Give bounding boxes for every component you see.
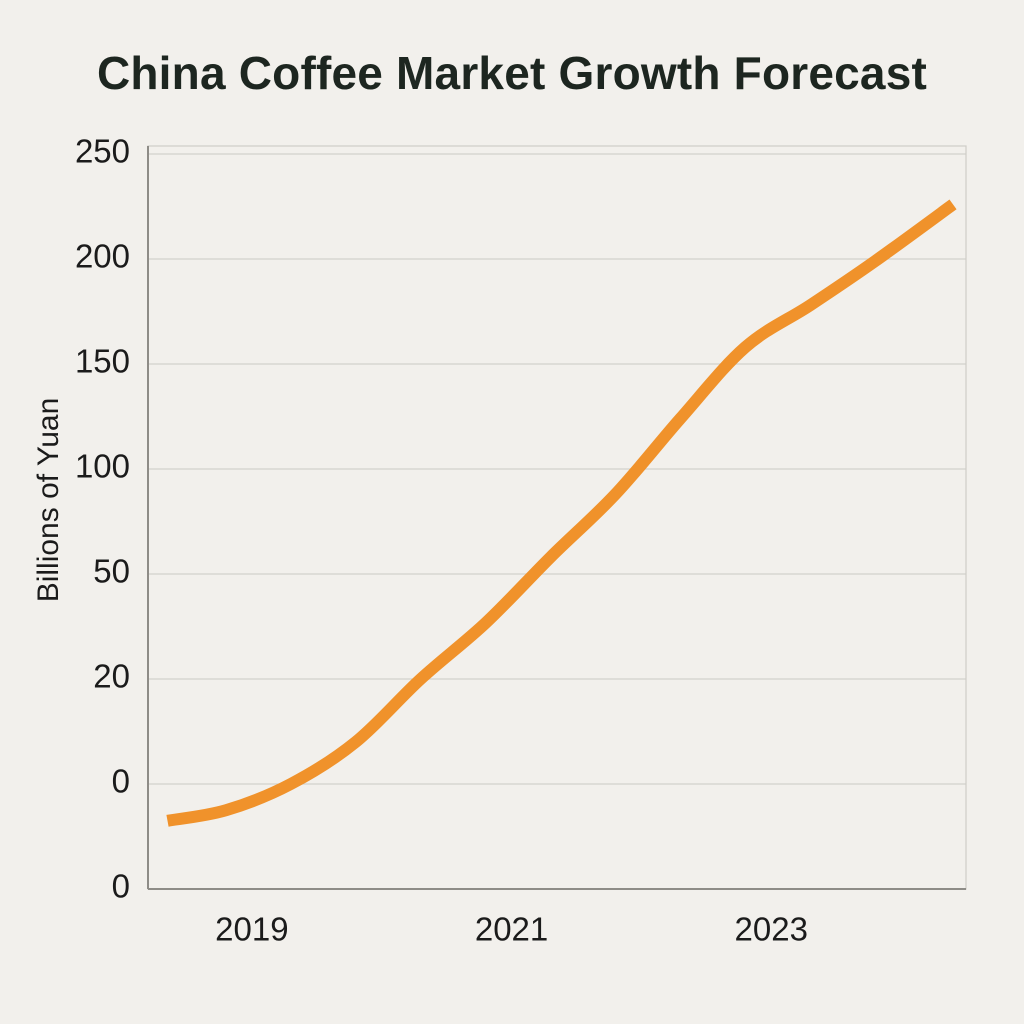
x-tick-label-2023: 2023 (735, 911, 808, 948)
y-tick-label-7: 250 (75, 133, 130, 170)
grid (148, 153, 966, 785)
plot-frame (147, 145, 967, 890)
y-tick-label-6: 200 (75, 238, 130, 275)
y-tick-label-5: 150 (75, 343, 130, 380)
y-tick-label-3: 50 (93, 553, 130, 590)
chart-title: China Coffee Market Growth Forecast (96, 47, 928, 99)
x-tick-label-2021: 2021 (475, 911, 548, 948)
x-axis-ticks: 2019 2021 2023 (215, 911, 808, 948)
series-line-0 (166, 199, 957, 827)
x-tick-label-2019: 2019 (215, 911, 288, 948)
y-axis-label: Billions of Yuan (32, 398, 65, 603)
series-group (166, 199, 957, 827)
y-tick-label-4: 100 (75, 448, 130, 485)
y-tick-label-2: 20 (93, 658, 130, 695)
y-tick-label-0: 0 (112, 868, 130, 905)
y-axis-ticks: 0 0 20 50 100 150 200 250 (75, 133, 130, 905)
y-tick-label-1: 0 (112, 763, 130, 800)
